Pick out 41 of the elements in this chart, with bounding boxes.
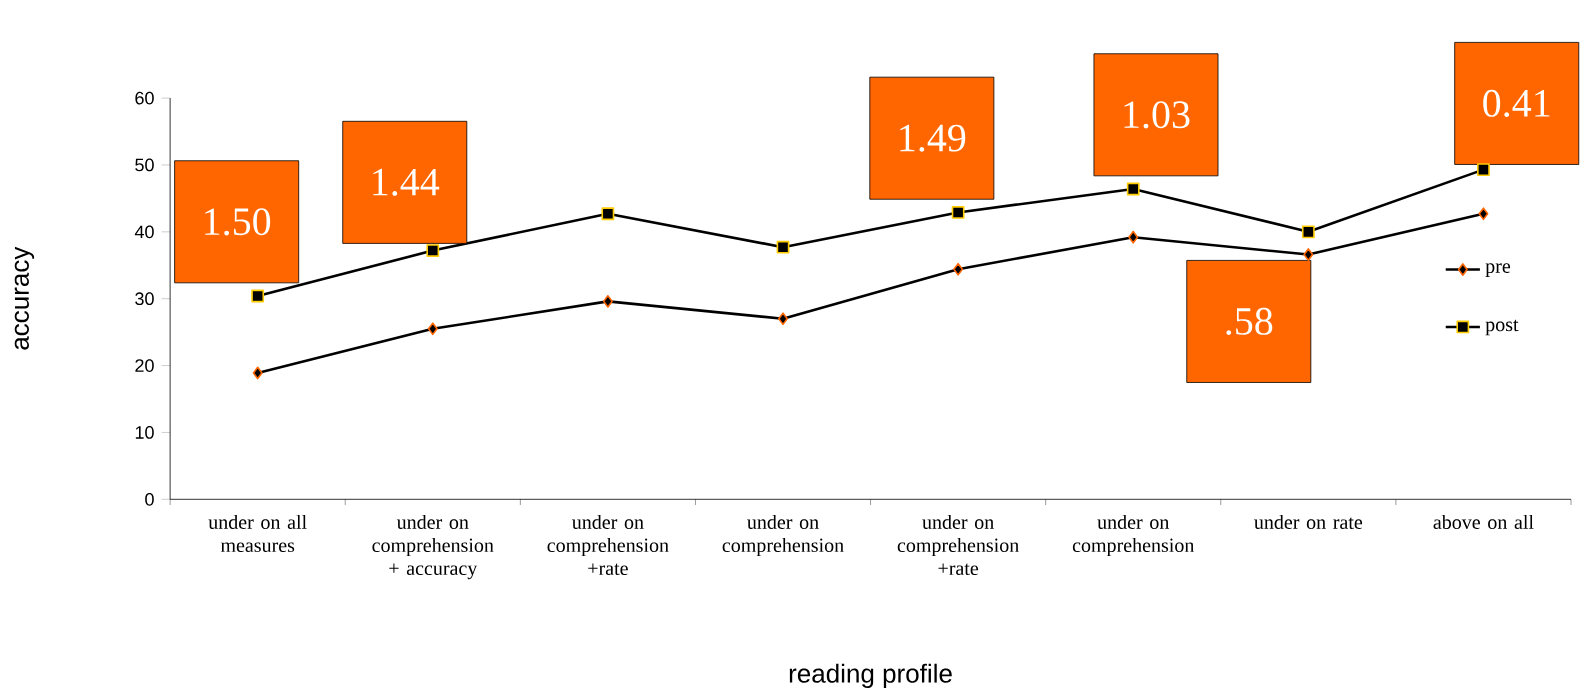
x-axis-title: reading profile bbox=[789, 663, 952, 688]
x-tick-label: under on rate bbox=[1254, 514, 1363, 529]
point bbox=[778, 312, 789, 325]
y-tick-label: 60 bbox=[135, 91, 154, 105]
point bbox=[426, 243, 440, 257]
point bbox=[1477, 163, 1490, 176]
point bbox=[776, 240, 790, 254]
point bbox=[251, 289, 265, 303]
point bbox=[1128, 230, 1139, 244]
point bbox=[1303, 247, 1314, 261]
annotation: .58 bbox=[1226, 307, 1273, 335]
y-axis-title: accuracy bbox=[14, 246, 35, 350]
point bbox=[1301, 225, 1315, 239]
point bbox=[252, 366, 263, 380]
point bbox=[1126, 182, 1140, 196]
y-tick-label: 0 bbox=[145, 492, 154, 506]
x-tick-label: under on comprehension +rate bbox=[897, 514, 1019, 575]
annotation: 1.03 bbox=[1124, 100, 1190, 129]
annotation: 0.41 bbox=[1483, 89, 1550, 117]
point bbox=[951, 205, 965, 219]
point bbox=[601, 207, 615, 220]
x-tick-label: under on all measures bbox=[208, 514, 307, 552]
x-tick-label: under on comprehension +rate bbox=[547, 514, 669, 575]
annotation: 1.44 bbox=[373, 168, 440, 196]
point bbox=[427, 322, 438, 335]
y-tick-label: 50 bbox=[135, 158, 154, 172]
annotation: 1.49 bbox=[900, 124, 966, 152]
y-tick-label: 10 bbox=[135, 425, 154, 439]
y-tick-label: 20 bbox=[135, 358, 154, 372]
point bbox=[602, 294, 613, 308]
x-tick-label: under on comprehension bbox=[722, 514, 844, 556]
x-tick-label: above on all bbox=[1433, 514, 1534, 529]
annotation: 1.50 bbox=[205, 207, 271, 236]
point bbox=[953, 262, 964, 276]
legend-label: post bbox=[1485, 319, 1519, 336]
point bbox=[1478, 207, 1489, 220]
x-tick-label: under on comprehension bbox=[1072, 514, 1195, 556]
x-tick-label: under on comprehension + accuracy bbox=[372, 514, 494, 579]
legend-label: pre bbox=[1485, 263, 1511, 277]
y-tick-label: 40 bbox=[134, 225, 154, 238]
y-tick-label: 30 bbox=[135, 292, 154, 305]
